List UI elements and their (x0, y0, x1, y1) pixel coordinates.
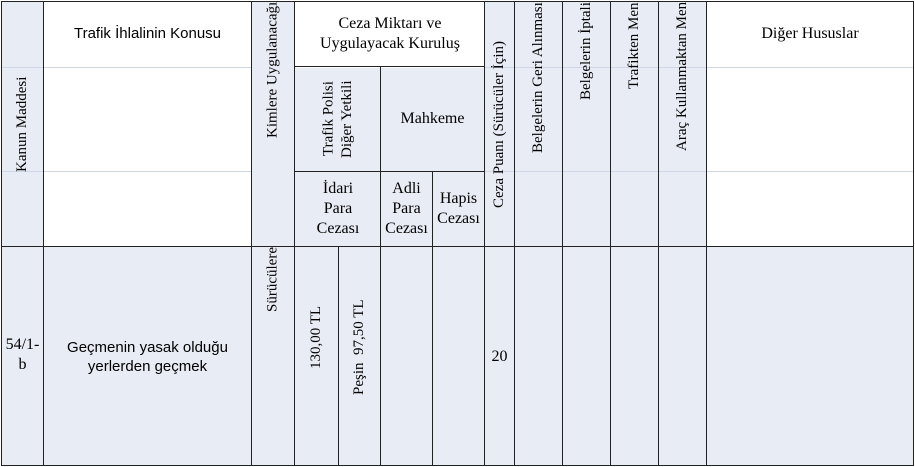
header-arac-men: Araç Kullanmaktan Men (674, 2, 691, 152)
header-trafik-polisi: Trafik Polisi Diğer Yetkili (320, 80, 355, 158)
bg-ceza-sub (295, 68, 484, 246)
row-idari-para: 130,00 TL (308, 305, 325, 369)
header-diger: Diğer Hususlar (761, 25, 859, 42)
header-kimlere: Kimlere Uygulanacağı (264, 2, 281, 139)
row-pesin: Peşin 97,50 TL (351, 299, 368, 395)
bg-ceza-header (295, 2, 484, 67)
bg-kimlere-header (252, 2, 294, 246)
row-konu: Geçmenin yasak olduğu yerlerden geçmek (67, 339, 228, 375)
header-adli-para: Adli Para Cezası (385, 180, 428, 237)
header-trafikten-men: Trafikten Men (626, 2, 643, 89)
header-ceza-puani: Ceza Puanı (Sürücüler İçin) (491, 40, 508, 208)
header-ihlal-konusu: Trafik İhlalinin Konusu (73, 24, 222, 42)
bg-diger-header (707, 2, 913, 246)
row-kimlere: Sürücülere (264, 247, 281, 312)
header-belge-geri: Belgelerin Geri Alınması (530, 2, 547, 153)
row-madde: 54/1-b (5, 336, 40, 373)
bg-data-row (2, 247, 913, 465)
header-idari-para: İdari Para Cezası (316, 180, 360, 237)
header-ceza-miktari: Ceza Miktarı ve Uygulayacak Kuruluş (320, 15, 460, 52)
header-kanun-maddesi: Kanun Maddesi (14, 76, 31, 172)
bg-konu-header (44, 2, 251, 246)
row-ceza-puani: 20 (491, 348, 508, 365)
header-belge-iptal: Belgelerin İptali (578, 2, 595, 100)
header-hapis: Hapis Cezası (437, 190, 480, 227)
bg-madde-header (2, 2, 43, 246)
header-mahkeme: Mahkeme (400, 110, 465, 127)
